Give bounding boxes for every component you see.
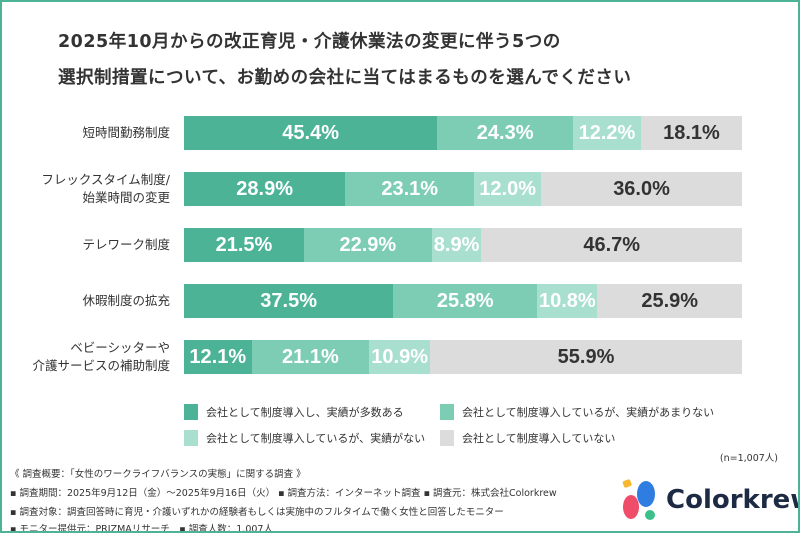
bar-segment: 10.8% <box>537 284 598 318</box>
bar-segment: 22.9% <box>303 228 432 262</box>
sample-size: (n=1,007人) <box>719 453 778 464</box>
category-label-line: 始業時間の変更 <box>82 190 170 205</box>
category-label-line: フレックスタイム制度/ <box>41 172 170 187</box>
data-label: 55.9% <box>557 345 615 368</box>
bar-segment: 21.1% <box>251 340 370 374</box>
legend-swatch <box>184 404 198 420</box>
data-label: 46.7% <box>583 233 641 256</box>
legend-swatch <box>184 430 198 446</box>
bar-segment: 12.1% <box>184 340 252 374</box>
colorkrew-logo-icon <box>622 479 655 520</box>
chart-title-line-1: 2025年10月からの改正育児・介護休業法の変更に伴う5つの <box>58 32 561 52</box>
legend-label: 会社として制度導入していない <box>462 432 616 445</box>
survey-target: ▪ 調査対象：調査回答時に育児・介護いずれかの経験者もしくは実施中のフルタイムで… <box>10 507 504 518</box>
bar-segment: 28.9% <box>184 172 346 206</box>
legend-item: 会社として制度導入し、実績が多数ある <box>184 404 404 420</box>
legend-item: 会社として制度導入していない <box>440 430 615 446</box>
data-label: 25.8% <box>436 289 494 312</box>
data-label: 25.9% <box>641 289 699 312</box>
bar-segment: 25.9% <box>597 284 742 318</box>
survey-period: ▪ 調査期間：2025年9月12日（金）〜2025年9月16日（火） ▪ 調査方… <box>10 488 557 499</box>
data-label: 22.9% <box>339 233 397 256</box>
stacked-bar: 21.5% 22.9% 8.9% 46.7% <box>184 228 742 262</box>
data-label: 8.9% <box>433 233 480 256</box>
survey-overview: 《 調査概要：「女性のワークライフバランスの実態」に関する調査 》 <box>10 469 306 480</box>
category-label: 短時間勤務制度 <box>2 116 170 150</box>
data-label: 10.9% <box>371 345 429 368</box>
category-label: フレックスタイム制度/始業時間の変更 <box>2 172 170 206</box>
data-label: 12.1% <box>189 345 247 368</box>
chart-title-line-2: 選択制措置について、お勤めの会社に当てはまるものを選んでください <box>58 68 632 88</box>
bar-segment: 46.7% <box>481 228 742 262</box>
bar-segment: 25.8% <box>393 284 538 318</box>
category-label-line: 短時間勤務制度 <box>82 125 170 140</box>
legend-label: 会社として制度導入し、実績が多数ある <box>206 406 404 419</box>
legend-item: 会社として制度導入しているが、実績がない <box>184 430 425 446</box>
logo-text: Colorkrew <box>666 485 800 515</box>
category-label: 休暇制度の拡充 <box>2 284 170 318</box>
data-label: 21.5% <box>215 233 273 256</box>
bar-segment: 37.5% <box>184 284 394 318</box>
legend-swatch <box>440 430 454 446</box>
bar-segment: 12.0% <box>474 172 542 206</box>
stacked-bar: 45.4% 24.3% 12.2% 18.1% <box>184 116 742 150</box>
stacked-bar: 37.5% 25.8% 10.8% 25.9% <box>184 284 742 318</box>
stacked-bar: 28.9% 23.1% 12.0% 36.0% <box>184 172 742 206</box>
data-label: 18.1% <box>663 121 720 144</box>
legend-label: 会社として制度導入しているが、実績がない <box>206 432 426 445</box>
data-label: 36.0% <box>613 177 670 200</box>
bar-segment: 21.5% <box>184 228 304 262</box>
data-label: 37.5% <box>260 289 317 312</box>
category-label-line: 休暇制度の拡充 <box>82 293 170 308</box>
data-label: 12.2% <box>578 121 636 144</box>
data-label: 10.8% <box>538 289 596 312</box>
category-label: ベビーシッターや介護サービスの補助制度 <box>2 340 170 374</box>
data-label: 24.3% <box>476 121 534 144</box>
bar-segment: 10.9% <box>369 340 431 374</box>
bar-segment: 12.2% <box>572 116 641 150</box>
colorkrew-logo: Colorkrew <box>620 478 800 522</box>
category-label-line: テレワーク制度 <box>82 237 170 252</box>
bar-segment: 23.1% <box>345 172 475 206</box>
bar-segment: 18.1% <box>641 116 742 150</box>
data-label: 21.1% <box>282 345 339 368</box>
data-label: 12.0% <box>479 177 536 200</box>
legend-swatch <box>440 404 454 420</box>
data-label: 28.9% <box>236 177 293 200</box>
category-label: テレワーク制度 <box>2 228 170 262</box>
bar-segment: 45.4% <box>184 116 438 150</box>
data-label: 23.1% <box>381 177 439 200</box>
legend-label: 会社として制度導入しているが、実績があまりない <box>462 406 715 419</box>
legend-item: 会社として制度導入しているが、実績があまりない <box>440 404 714 420</box>
data-label: 45.4% <box>282 121 340 144</box>
category-label-line: ベビーシッターや <box>70 340 170 355</box>
bar-segment: 8.9% <box>431 228 482 262</box>
bar-segment: 24.3% <box>437 116 573 150</box>
survey-provider: ▪ モニター提供元：PRIZMAリサーチ ▪ 調査人数：1,007人 <box>10 524 273 533</box>
category-label-line: 介護サービスの補助制度 <box>32 358 170 373</box>
stacked-bar: 12.1% 21.1% 10.9% 55.9% <box>184 340 742 374</box>
bar-segment: 36.0% <box>541 172 742 206</box>
bar-segment: 55.9% <box>430 340 742 374</box>
